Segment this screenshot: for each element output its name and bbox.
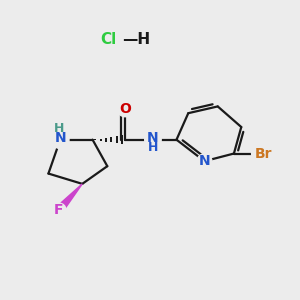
Text: F: F [54,203,64,218]
Circle shape [197,154,212,169]
Polygon shape [56,184,82,213]
Circle shape [118,102,132,117]
Text: H: H [148,141,158,154]
Circle shape [145,131,161,148]
Text: Br: Br [255,146,273,161]
Text: —H: —H [122,32,150,47]
Circle shape [51,131,69,148]
Circle shape [51,203,66,218]
Text: N: N [54,130,66,145]
Text: Cl: Cl [100,32,116,47]
Text: N: N [147,131,159,145]
Text: N: N [199,154,210,168]
Text: H: H [53,122,64,135]
Circle shape [252,145,269,162]
Text: O: O [119,102,131,116]
